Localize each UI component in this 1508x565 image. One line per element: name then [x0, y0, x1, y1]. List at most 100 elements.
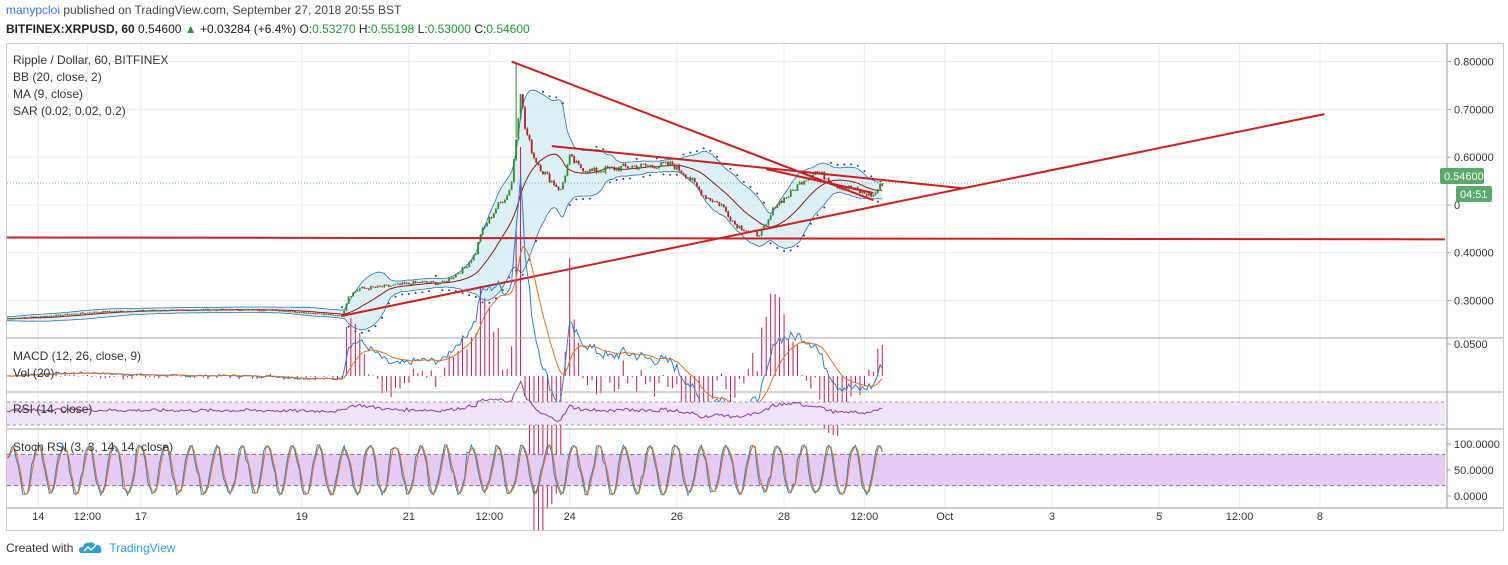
candle-body: [66, 314, 69, 315]
candle-body: [204, 309, 207, 311]
candle-body: [119, 310, 122, 312]
candle-body: [294, 311, 296, 313]
candle-body: [615, 167, 618, 171]
candle-body: [624, 163, 627, 167]
candle-body: [408, 282, 410, 285]
candle-body: [517, 118, 520, 140]
candle-body: [336, 315, 339, 317]
low-label: L:: [417, 22, 428, 36]
candle-body: [463, 267, 466, 269]
candle-body: [222, 309, 225, 311]
candle-body: [872, 194, 875, 197]
candle-body: [28, 317, 31, 319]
candle-body: [117, 310, 120, 312]
created-with: Created with: [6, 541, 74, 555]
candle-body: [789, 190, 792, 197]
candle-body: [316, 313, 319, 315]
candle-body: [70, 314, 73, 315]
candle-body: [358, 288, 361, 291]
candle-body: [285, 311, 288, 313]
candle-body: [44, 316, 46, 318]
candle-body: [354, 291, 357, 293]
candle-body: [868, 192, 870, 196]
candle-body: [318, 313, 321, 315]
candle-body: [84, 313, 87, 315]
candle-body: [52, 316, 55, 318]
candle-body: [218, 309, 221, 311]
candle-body: [553, 180, 555, 185]
candle-body: [347, 296, 350, 304]
low-value: 0.53000: [427, 22, 471, 36]
candle-body: [349, 296, 352, 297]
candle-body: [189, 310, 191, 312]
candle-body: [629, 167, 631, 169]
candle-body: [374, 287, 377, 288]
chart-svg[interactable]: 0.80000 0.70000 0.60000 0 0.40000 0.30000 14 12…: [7, 44, 1503, 530]
candle-body: [39, 316, 42, 318]
candle-body: [338, 315, 341, 316]
candle-body: [874, 192, 877, 195]
price-badge-bg: [1440, 168, 1484, 184]
candle-body: [405, 282, 408, 284]
candle-body: [881, 183, 884, 186]
candle-body: [396, 283, 399, 285]
candle-body: [490, 217, 493, 219]
candle-body: [575, 161, 578, 163]
sar-dot: [776, 246, 779, 249]
stoch-k-line: [7, 443, 883, 497]
candle-body: [492, 213, 495, 218]
sar-dot: [662, 173, 665, 176]
chart-frame[interactable]: 0.80000 0.70000 0.60000 0 0.40000 0.30000 14 12…: [6, 43, 1504, 531]
sar-dot: [803, 234, 806, 237]
candle-body: [792, 189, 794, 191]
candle-body: [414, 281, 417, 283]
candle-body: [416, 282, 419, 283]
candle-body: [667, 161, 669, 165]
candle-body: [305, 312, 308, 314]
candle-body: [37, 316, 40, 318]
tradingview-cloud-icon[interactable]: [79, 541, 103, 555]
candle-body: [801, 182, 803, 185]
candle-body: [276, 310, 279, 311]
candle-body: [566, 164, 569, 176]
sar-dot: [628, 177, 631, 180]
time-tick-label: 8: [1317, 511, 1323, 523]
tradingview-link[interactable]: TradingView: [109, 541, 176, 555]
candle-body: [48, 315, 51, 317]
candle-body: [584, 171, 587, 173]
candle-body: [19, 317, 22, 319]
candle-body: [461, 267, 464, 274]
candle-body: [356, 290, 359, 292]
local-wedge-line: [765, 168, 874, 194]
candle-body: [79, 312, 82, 314]
sar-dot: [568, 204, 571, 207]
candle-body: [122, 311, 125, 312]
support-horizontal-line: [7, 236, 1446, 241]
sar-dot: [649, 174, 652, 177]
candle-body: [644, 164, 647, 166]
candle-body: [309, 313, 312, 314]
candle-body: [662, 161, 665, 164]
legend-ma: MA (9, close): [13, 87, 83, 101]
candle-body: [278, 310, 281, 312]
sar-dot: [615, 178, 618, 181]
stoch-d-line: [7, 443, 883, 497]
candle-body: [370, 286, 372, 290]
candle-body: [539, 165, 542, 172]
legend-sar: SAR (0.02, 0.02, 0.2): [13, 104, 126, 118]
sar-dot: [347, 325, 350, 328]
sar-dot: [622, 177, 625, 180]
candle-body: [140, 309, 142, 311]
candle-body: [859, 189, 861, 193]
candle-body: [108, 311, 111, 312]
candle-body: [767, 219, 770, 225]
candle-body: [555, 184, 558, 187]
candle-body: [524, 107, 526, 129]
candle-body: [332, 314, 334, 316]
candle-body: [104, 311, 107, 313]
author-link[interactable]: manypcloi: [6, 3, 61, 17]
candle-body: [155, 310, 158, 312]
candle-body: [617, 167, 620, 171]
price-change: +0.03284 (+6.4%): [200, 22, 297, 36]
candle-body: [215, 309, 218, 311]
